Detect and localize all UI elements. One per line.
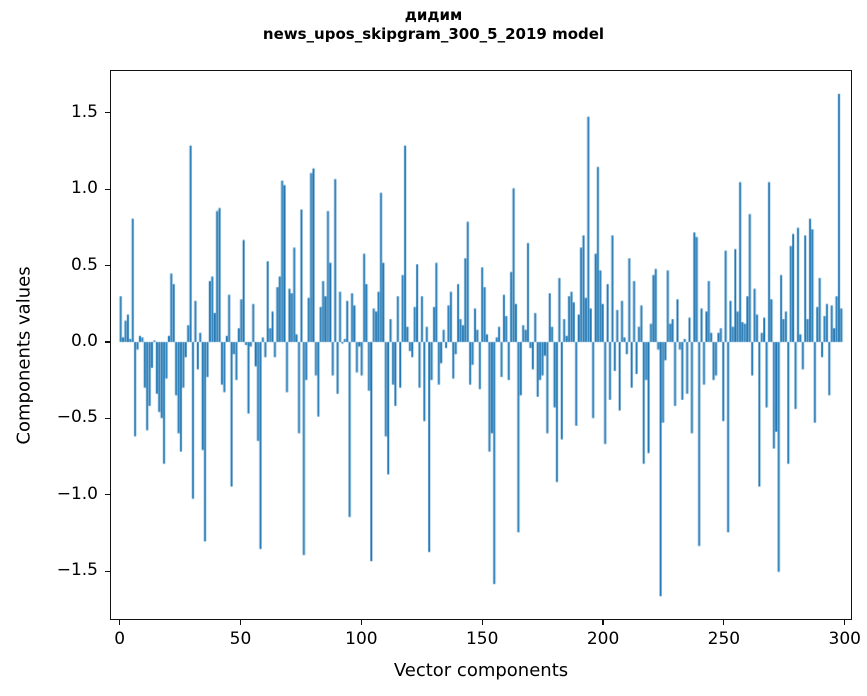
x-tick-mark [481, 620, 483, 625]
y-tick-label: 1.0 [70, 178, 98, 199]
y-tick-mark [105, 264, 110, 267]
y-tick-mark [105, 494, 110, 496]
y-tick-label: 0.0 [70, 330, 98, 351]
title-line-2: news_upos_skipgram_300_5_2019 model [262, 25, 605, 43]
x-tick-label: 300 [828, 629, 861, 649]
y-tick-label: −0.5 [56, 407, 98, 428]
y-tick-label: 0.5 [70, 254, 98, 275]
x-axis-label: Vector components [393, 660, 569, 681]
x-tick-label: 150 [465, 629, 499, 649]
chart-title: дидим news_upos_skipgram_300_5_2019 mode… [0, 6, 867, 44]
x-tick-label: 50 [229, 629, 252, 649]
x-tick-mark [239, 620, 242, 625]
y-tick-mark [105, 417, 110, 419]
y-tick-mark [105, 188, 110, 190]
y-tick-label: −1.0 [56, 483, 98, 504]
x-tick-label: 0 [114, 629, 126, 649]
x-tick-label: 100 [345, 629, 378, 649]
x-tick-mark [844, 620, 846, 625]
x-tick-mark [602, 620, 604, 625]
x-tick-label: 250 [707, 629, 741, 649]
x-tick-mark [119, 620, 121, 625]
x-tick-mark [360, 620, 362, 625]
x-tick-label: 200 [586, 629, 620, 649]
y-tick-label: 1.5 [70, 101, 98, 122]
y-tick-mark [105, 570, 110, 572]
y-tick-mark [105, 112, 110, 114]
bar-series-canvas [111, 71, 851, 619]
x-tick-mark [723, 620, 725, 625]
y-tick-label: −1.5 [56, 560, 98, 581]
title-line-1: дидим [404, 6, 463, 24]
plot-area [110, 70, 852, 620]
y-tick-mark [105, 341, 110, 343]
